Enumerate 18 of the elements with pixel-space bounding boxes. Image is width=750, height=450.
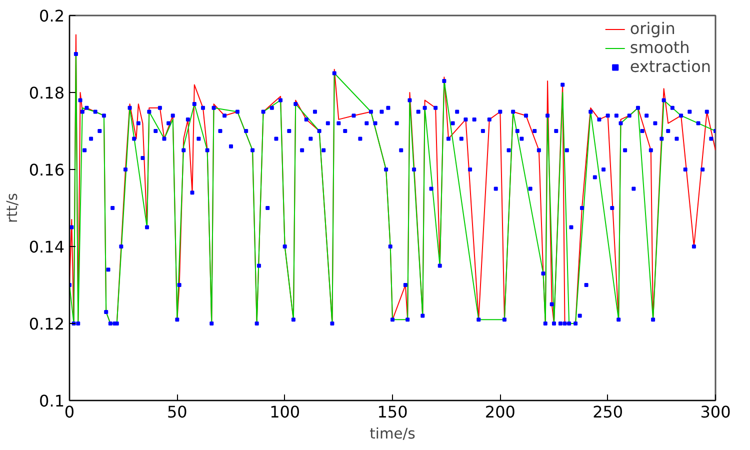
y-axis-title: rtt/s (4, 192, 21, 224)
legend-label: smooth (630, 38, 690, 57)
y-tick-label: 0.1 (39, 392, 65, 410)
y-tick-label: 0.12 (28, 314, 64, 334)
x-tick-label: 100 (270, 402, 300, 422)
x-tick-label: 150 (377, 402, 408, 422)
x-tick-label: 250 (592, 402, 624, 422)
legend-label: origin (630, 19, 676, 38)
y-tick-label: 0.16 (28, 160, 64, 180)
x-tick-label: 50 (166, 402, 188, 422)
y-tick-label: 0.2 (39, 6, 65, 26)
x-axis-title: time/s (370, 426, 416, 442)
y-tick-label: 0.14 (28, 238, 64, 256)
x-tick-label: 200 (484, 402, 516, 422)
legend-label: extraction (630, 57, 711, 76)
y-tick-label: 0.18 (28, 84, 64, 102)
x-tick-label: 300 (700, 402, 731, 422)
x-tick-label: 0 (64, 402, 75, 422)
